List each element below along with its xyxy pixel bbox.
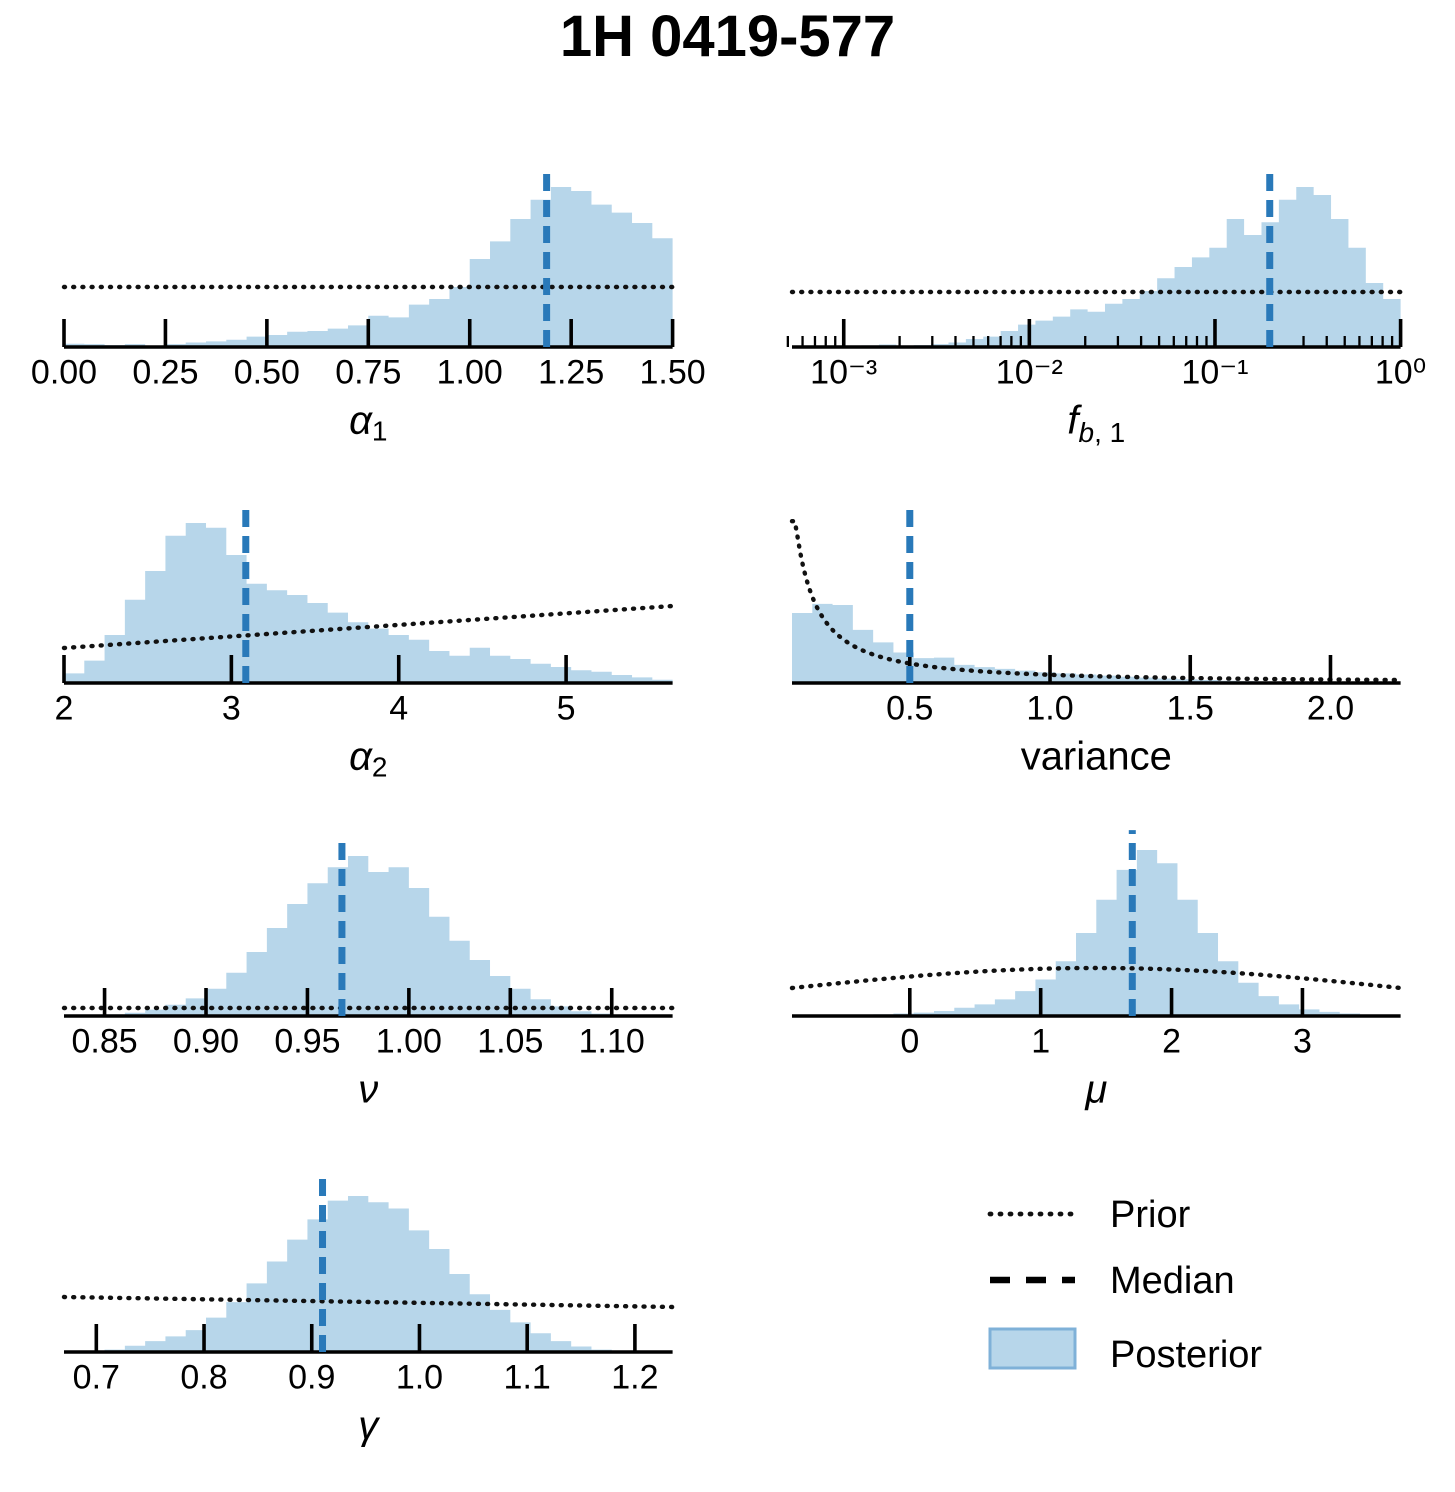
- svg-text:0: 0: [900, 1023, 919, 1061]
- svg-text:1.2: 1.2: [611, 1359, 658, 1397]
- svg-text:Median: Median: [1110, 1260, 1235, 1302]
- svg-text:Posterior: Posterior: [1110, 1334, 1262, 1376]
- svg-text:1.0: 1.0: [396, 1359, 443, 1397]
- svg-text:Prior: Prior: [1110, 1194, 1191, 1236]
- svg-text:1: 1: [1031, 1023, 1050, 1061]
- svg-text:1.1: 1.1: [504, 1359, 551, 1397]
- svg-text:μ: μ: [1084, 1068, 1107, 1112]
- svg-text:γ: γ: [358, 1404, 380, 1448]
- svg-text:0.9: 0.9: [288, 1359, 335, 1397]
- svg-text:0.7: 0.7: [73, 1359, 120, 1397]
- svg-text:2: 2: [1162, 1023, 1181, 1061]
- svg-text:0.8: 0.8: [180, 1359, 227, 1397]
- svg-text:3: 3: [1292, 1023, 1311, 1061]
